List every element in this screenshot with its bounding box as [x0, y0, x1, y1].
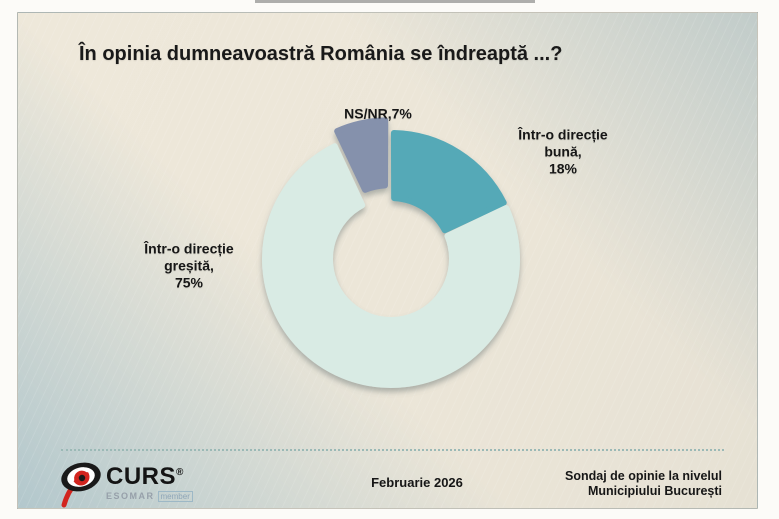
- donut-slice-3: [334, 117, 389, 193]
- donut-slices-group: [261, 117, 520, 388]
- donut-slice-2: [261, 143, 520, 388]
- page-title: În opinia dumneavoastră România se îndre…: [79, 43, 563, 65]
- footer-note: Sondaj de opinie la nivelul Municipiului…: [462, 469, 722, 499]
- curs-emblem-icon: [61, 462, 101, 508]
- brand-name: CURS: [106, 463, 177, 490]
- donut-chart: [261, 117, 520, 388]
- footer-note-line1: Sondaj de opinie la nivelul: [565, 469, 722, 483]
- curs-logo: CURS® ESOMAR member: [58, 459, 228, 509]
- label-direction-good: Într-o direcție bună, 18%: [518, 126, 608, 177]
- footer-note-line2: Municipiului București: [587, 484, 722, 498]
- label-nsnr: NS/NR,7%: [344, 105, 412, 122]
- survey-slide: În opinia dumneavoastră România se îndre…: [17, 12, 758, 509]
- window-edge-artifact: [255, 0, 535, 3]
- esomar-label: ESOMAR member: [106, 491, 193, 502]
- footer-date: Februarie 2026: [371, 475, 463, 490]
- label-direction-wrong: Într-o direcție greșită, 75%: [144, 240, 234, 291]
- dotted-separator: [61, 449, 724, 451]
- member-badge: member: [157, 491, 193, 502]
- esomar-text: ESOMAR: [106, 491, 155, 501]
- registered-mark: ®: [176, 467, 184, 478]
- slide-footer: CURS® ESOMAR member Februarie 2026 Sondaj…: [18, 457, 759, 510]
- curs-wordmark: CURS®: [106, 463, 184, 491]
- donut-slice-1: [390, 130, 507, 234]
